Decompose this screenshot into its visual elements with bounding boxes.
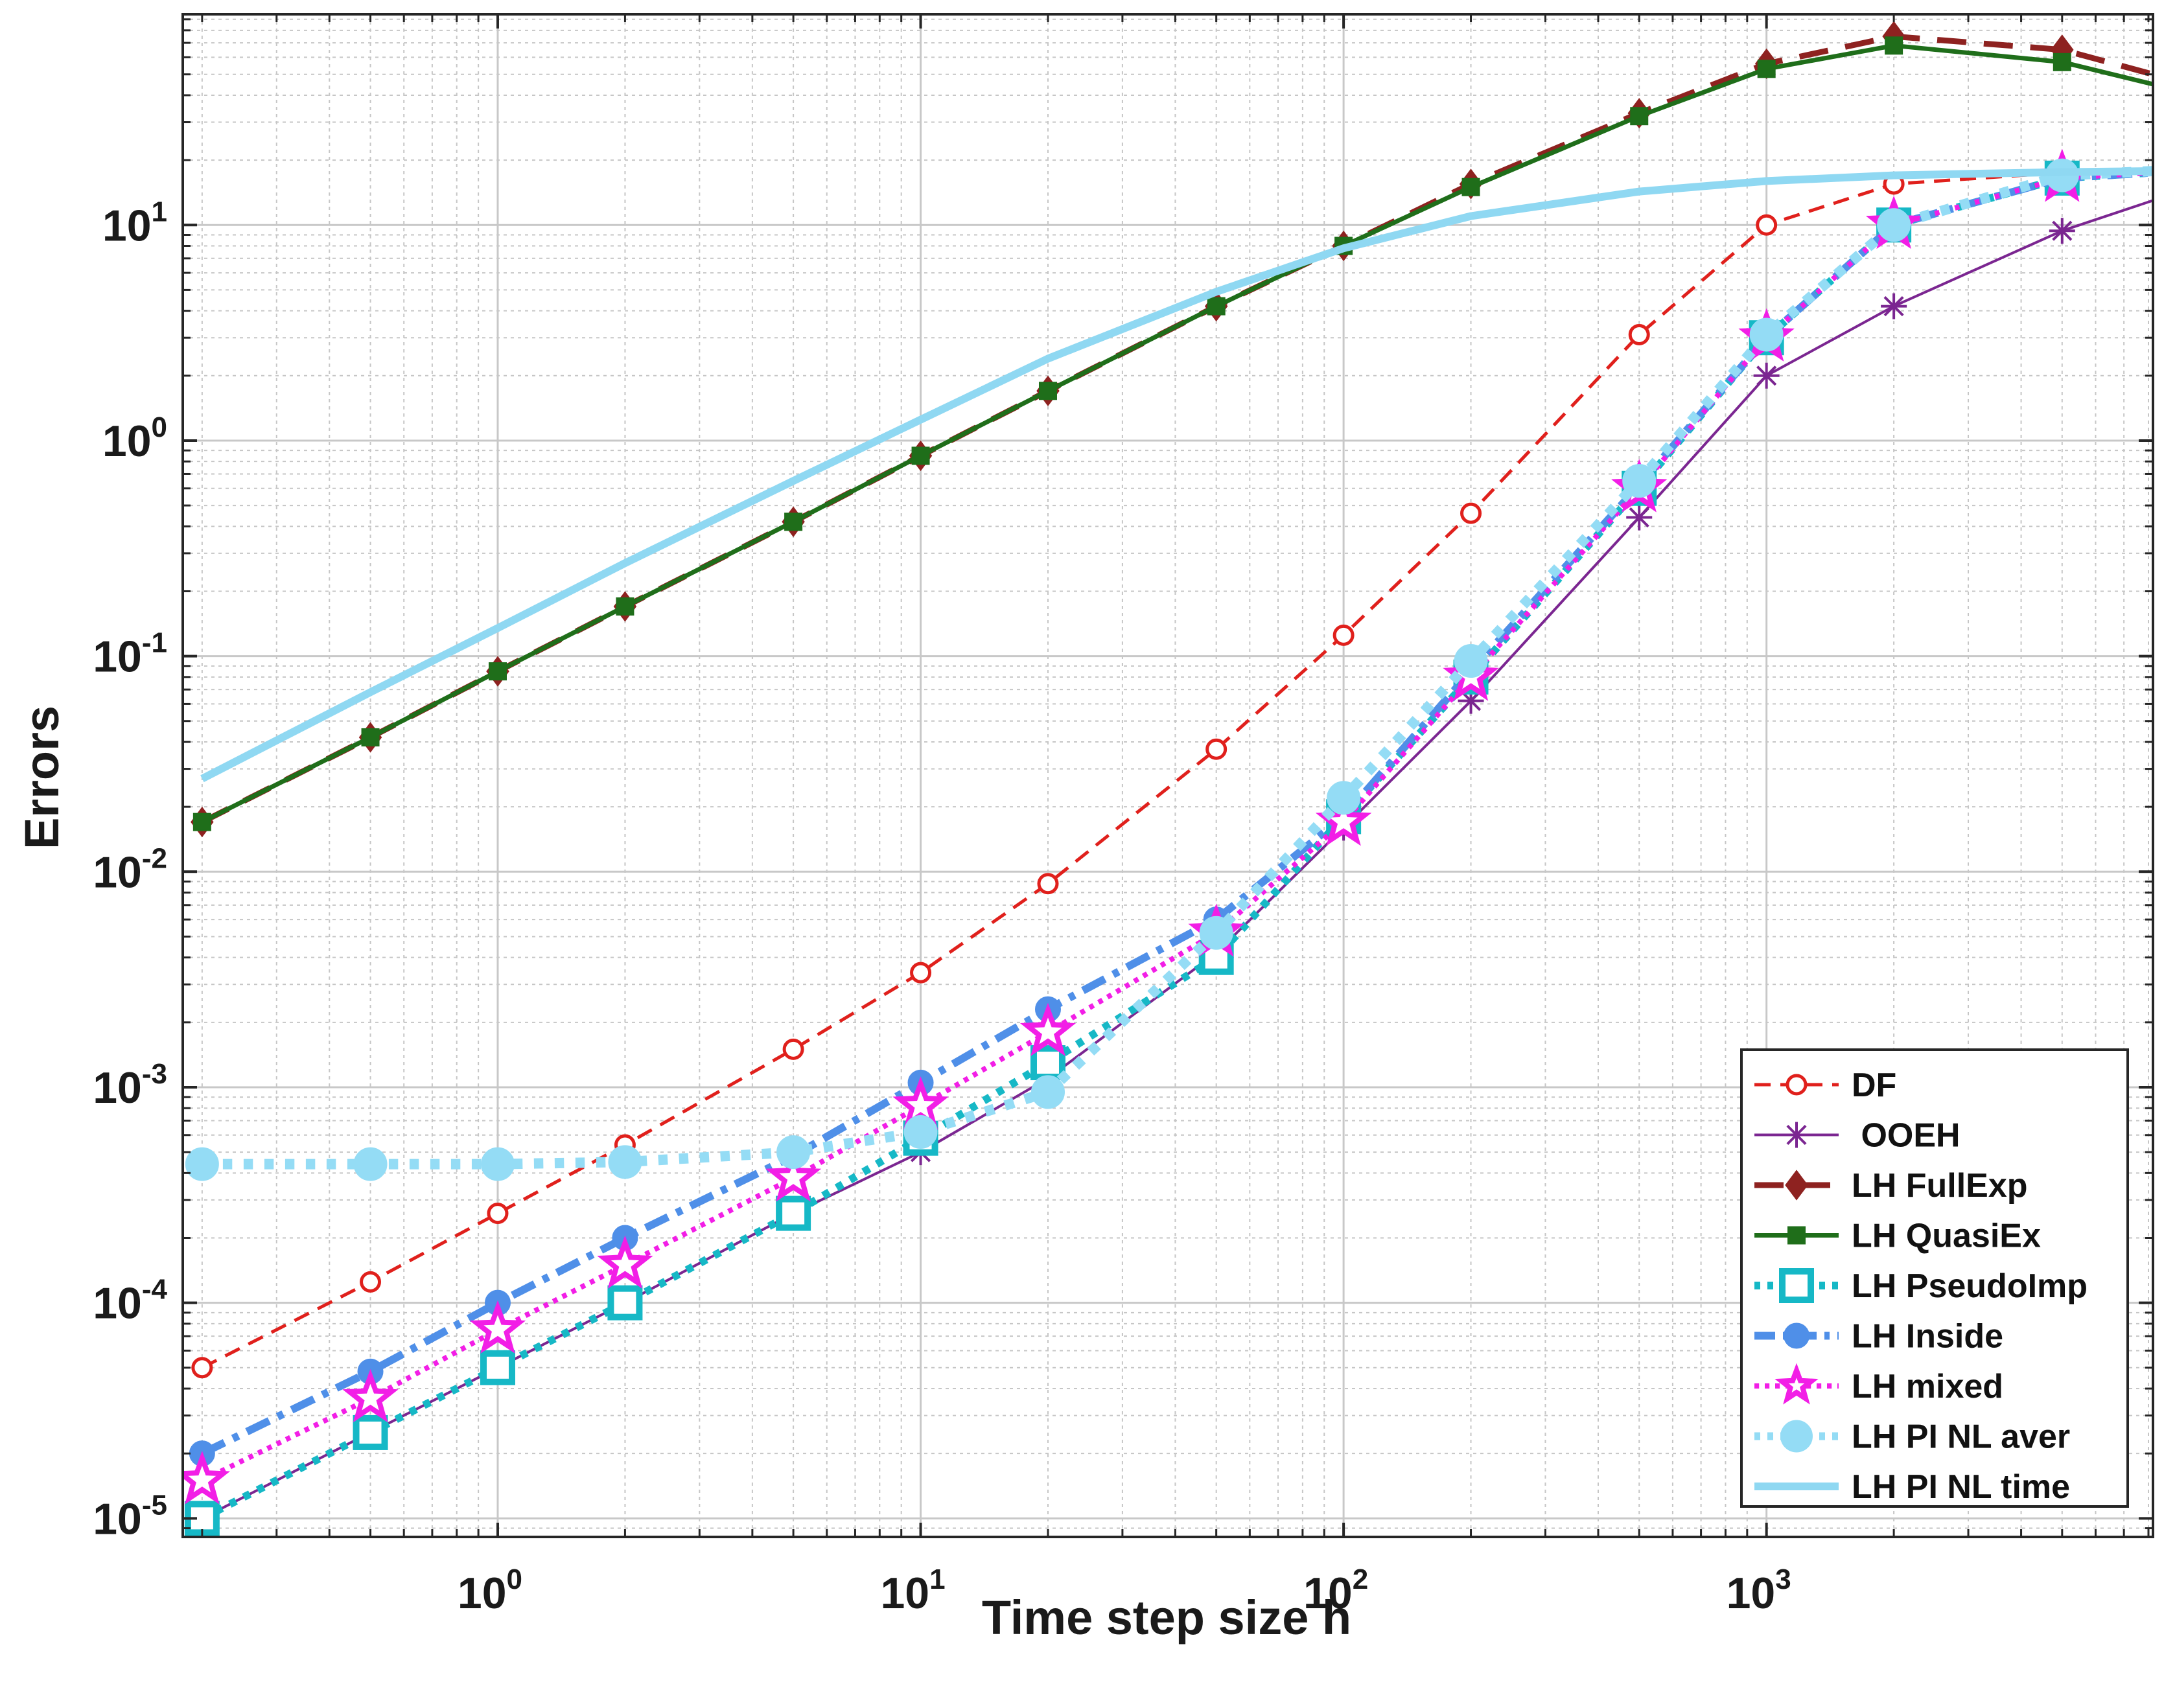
legend-marker-lh-mixed xyxy=(1774,1363,1819,1405)
point-lh-pi-nl-aver xyxy=(776,1135,811,1170)
point-lh-mixed xyxy=(765,1148,822,1202)
point-df xyxy=(1205,738,1227,760)
legend-label-lh-fullexp: LH FullExp xyxy=(1852,1167,2028,1205)
point-lh-pi-nl-aver xyxy=(353,1147,388,1181)
point-lh-quasiex xyxy=(1630,107,1649,126)
legend-marker-lh-fullexp xyxy=(1785,1170,1808,1201)
point-lh-pi-nl-aver xyxy=(1622,464,1657,498)
legend-label-lh-mixed: LH mixed xyxy=(1852,1368,2003,1405)
point-lh-quasiex xyxy=(784,513,803,531)
point-df xyxy=(782,1038,804,1060)
point-ooeh xyxy=(1753,362,1780,389)
plot-frame xyxy=(181,13,2154,1538)
point-lh-quasiex xyxy=(911,446,930,465)
legend-item-lh-pi-nl-time: LH PI NL time xyxy=(1754,1468,2070,1506)
legend-label-df: DF xyxy=(1852,1067,1896,1104)
series-df xyxy=(191,161,2153,1379)
y-axis-label: Errors xyxy=(15,706,69,849)
series-lh-pi-nl-time xyxy=(200,167,2153,783)
legend-item-lh-inside: LH Inside xyxy=(1754,1318,2003,1356)
point-lh-quasiex xyxy=(2053,52,2071,71)
x-axis-label: Time step size h xyxy=(982,1591,1351,1645)
legend-marker-lh-pseudoimp xyxy=(1779,1268,1814,1303)
legend-label-lh-pseudoimp: LH PseudoImp xyxy=(1852,1267,2088,1305)
point-ooeh xyxy=(1626,504,1653,531)
point-df xyxy=(1037,873,1059,895)
legend-item-lh-pseudoimp: LH PseudoImp xyxy=(1754,1267,2088,1305)
point-lh-pseudoimp xyxy=(776,1195,811,1231)
legend-marker-lh-pi-nl-aver xyxy=(1780,1420,1813,1453)
point-ooeh xyxy=(1881,293,1907,319)
legend-marker-lh-quasiex xyxy=(1787,1226,1806,1245)
point-lh-mixed xyxy=(183,1451,231,1505)
legend-label-ooeh: OOEH xyxy=(1852,1117,1960,1155)
legend-item-df: DF xyxy=(1754,1067,1896,1104)
point-lh-quasiex xyxy=(1038,382,1057,400)
point-lh-quasiex xyxy=(1757,60,1776,78)
point-lh-pi-nl-aver xyxy=(480,1147,515,1181)
axis-ticks xyxy=(183,14,2153,1537)
point-lh-pi-nl-aver xyxy=(1327,781,1361,815)
point-lh-pi-nl-aver xyxy=(903,1115,938,1149)
point-lh-quasiex xyxy=(192,813,211,831)
legend-label-lh-inside: LH Inside xyxy=(1852,1318,2003,1356)
point-lh-pi-nl-aver xyxy=(185,1147,219,1181)
legend-marker-lh-inside xyxy=(1784,1322,1809,1349)
point-lh-pi-nl-aver xyxy=(1454,644,1488,678)
series-line-lh-pi-nl-time xyxy=(200,167,2153,783)
point-lh-pi-nl-aver xyxy=(1877,208,1911,242)
legend-item-lh-fullexp: LH FullExp xyxy=(1754,1167,2028,1205)
point-lh-pi-nl-aver xyxy=(608,1145,642,1179)
legend-label-lh-pi-nl-aver: LH PI NL aver xyxy=(1852,1418,2070,1456)
point-lh-pi-nl-aver xyxy=(1199,916,1233,950)
point-lh-pi-nl-aver xyxy=(1749,317,1784,352)
point-df xyxy=(1332,624,1355,646)
point-lh-mixed xyxy=(469,1300,526,1354)
point-df xyxy=(487,1203,509,1225)
point-df xyxy=(1628,323,1650,345)
point-lh-mixed xyxy=(1019,1002,1076,1056)
legend-label-lh-pi-nl-time: LH PI NL time xyxy=(1852,1468,2070,1506)
point-lh-mixed xyxy=(597,1235,653,1289)
point-lh-mixed xyxy=(342,1368,399,1423)
point-lh-quasiex xyxy=(488,662,507,681)
legend-item-lh-pi-nl-aver: LH PI NL aver xyxy=(1754,1418,2070,1456)
point-df xyxy=(1756,214,1778,236)
point-df xyxy=(360,1271,382,1293)
point-lh-pseudoimp xyxy=(480,1350,515,1385)
point-lh-quasiex xyxy=(1207,297,1226,316)
legend-label-lh-quasiex: LH QuasiEx xyxy=(1852,1218,2041,1255)
point-ooeh xyxy=(2049,218,2075,244)
series-layer xyxy=(183,21,2153,1536)
legend-marker-ooeh xyxy=(1784,1122,1809,1148)
point-lh-mixed xyxy=(892,1076,949,1130)
legend-item-lh-mixed: LH mixed xyxy=(1754,1363,2003,1405)
point-lh-quasiex xyxy=(361,728,380,746)
y-tick-label: 10-2 xyxy=(93,842,167,897)
point-df xyxy=(910,962,932,984)
legend: DF OOEH LH FullExp LH QuasiEx LH PseudoImp L… xyxy=(1740,1048,2129,1508)
point-lh-pi-nl-aver xyxy=(1030,1075,1065,1109)
point-lh-pseudoimp xyxy=(353,1414,388,1450)
point-lh-quasiex xyxy=(1461,178,1480,196)
point-lh-quasiex xyxy=(1885,36,1903,55)
point-ooeh xyxy=(1458,687,1484,714)
legend-item-lh-quasiex: LH QuasiEx xyxy=(1754,1218,2041,1255)
point-df xyxy=(191,1357,213,1379)
point-lh-pseudoimp xyxy=(607,1285,643,1321)
point-lh-quasiex xyxy=(616,597,634,616)
point-df xyxy=(1460,502,1482,524)
legend-marker-df xyxy=(1786,1074,1808,1096)
point-lh-pseudoimp xyxy=(1030,1045,1065,1081)
y-tick-label: 10-1 xyxy=(93,627,167,682)
legend-item-ooeh: OOEH xyxy=(1754,1117,1960,1155)
legend-marker-lh-pi-nl-time xyxy=(1793,1483,1800,1490)
